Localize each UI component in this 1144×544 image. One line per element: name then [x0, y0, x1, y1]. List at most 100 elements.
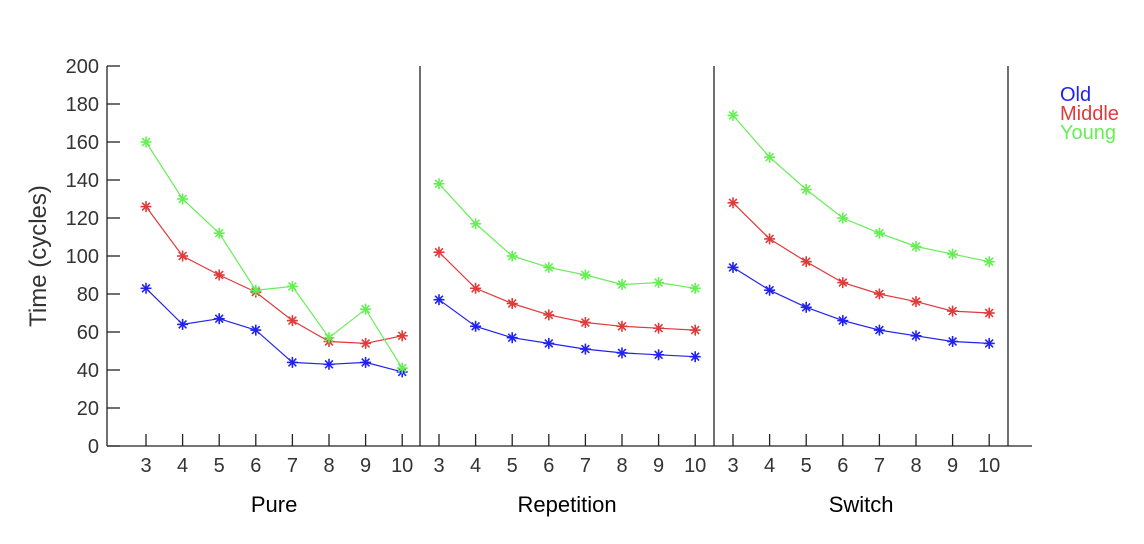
x-tick-label: 3 [140, 455, 151, 477]
x-tick-label: 3 [433, 455, 444, 477]
y-tick-label: 200 [66, 56, 99, 78]
x-tick-label: 8 [910, 455, 921, 477]
y-tick-label: 160 [66, 132, 99, 154]
data-point [360, 356, 372, 368]
data-point [177, 250, 189, 262]
x-tick-label: 7 [874, 455, 885, 477]
data-point [689, 351, 701, 363]
data-point [433, 246, 445, 258]
data-point [983, 337, 995, 349]
data-point [470, 218, 482, 230]
data-point [764, 284, 776, 296]
series-line [145, 287, 403, 373]
data-point [433, 178, 445, 190]
data-point [689, 282, 701, 294]
panel-title: Pure [251, 492, 297, 517]
data-point [470, 320, 482, 332]
data-point [286, 356, 298, 368]
data-point [727, 109, 739, 121]
data-point [250, 324, 262, 336]
data-point [323, 332, 335, 344]
data-point [286, 280, 298, 292]
y-tick-label: 60 [77, 322, 99, 344]
data-point [140, 201, 152, 213]
data-point [837, 212, 849, 224]
series-old [727, 261, 995, 349]
x-tick-label: 10 [978, 455, 1000, 477]
data-point [910, 241, 922, 252]
data-point [177, 193, 189, 205]
data-point [873, 288, 885, 300]
data-point [323, 358, 335, 370]
x-tick-label: 8 [616, 455, 627, 477]
y-tick-label: 80 [77, 284, 99, 306]
series-line [438, 299, 696, 358]
data-point [396, 362, 408, 374]
x-tick-label: 10 [684, 455, 706, 477]
data-point [727, 197, 739, 209]
data-point [543, 261, 555, 273]
data-point [140, 282, 152, 294]
data-point [947, 248, 959, 260]
x-tick-label: 6 [250, 455, 261, 477]
series-line [145, 141, 403, 369]
y-axis-label: Time (cycles) [25, 185, 52, 327]
data-point [616, 347, 628, 359]
data-point [910, 330, 922, 342]
series-middle [727, 197, 995, 319]
x-tick-label: 7 [580, 455, 591, 477]
data-point [689, 324, 701, 336]
data-point [177, 318, 189, 330]
panel-repetition: 3 4 5 6 7 8 9 10 Repetition [433, 178, 706, 517]
x-tick-label: 5 [507, 455, 518, 477]
data-point [579, 343, 591, 355]
x-tick-label: 9 [360, 455, 371, 477]
data-point [837, 277, 849, 289]
y-tick-label: 40 [77, 360, 99, 382]
data-point [506, 250, 518, 262]
data-point [983, 307, 995, 319]
data-point [800, 301, 812, 313]
y-tick-label: 0 [88, 436, 99, 458]
data-point [579, 269, 591, 281]
data-point [947, 305, 959, 317]
panel-switch: 3 4 5 6 7 8 9 10 Switch [727, 109, 1000, 517]
data-point [653, 349, 665, 361]
x-tick-label: 7 [287, 455, 298, 477]
series-middle [433, 246, 701, 336]
y-tick-label: 100 [66, 246, 99, 268]
series-line [732, 115, 990, 263]
data-point [360, 303, 372, 315]
data-point [837, 315, 849, 327]
y-tick-label: 20 [77, 398, 99, 420]
data-point [213, 227, 225, 239]
data-point [616, 279, 628, 290]
x-tick-label: 10 [391, 455, 413, 477]
data-point [764, 233, 776, 245]
data-point [250, 284, 262, 296]
data-point [433, 294, 445, 306]
x-tick-label: 9 [653, 455, 664, 477]
data-point [360, 337, 372, 349]
panel-title: Switch [829, 492, 894, 517]
panel-title: Repetition [518, 492, 617, 517]
data-point [396, 330, 408, 342]
data-point [764, 151, 776, 163]
data-point [543, 309, 555, 321]
series-young [433, 178, 701, 294]
legend-item-young: Young [1060, 122, 1116, 144]
data-point [506, 298, 518, 309]
x-tick-label: 4 [470, 455, 481, 477]
data-point [653, 277, 665, 289]
data-point [470, 282, 482, 294]
data-point [873, 324, 885, 336]
data-point [543, 337, 555, 349]
y-tick-label: 120 [66, 208, 99, 230]
series-old [433, 294, 701, 363]
x-tick-label: 5 [801, 455, 812, 477]
series-young [140, 136, 408, 374]
x-tick-label: 3 [727, 455, 738, 477]
